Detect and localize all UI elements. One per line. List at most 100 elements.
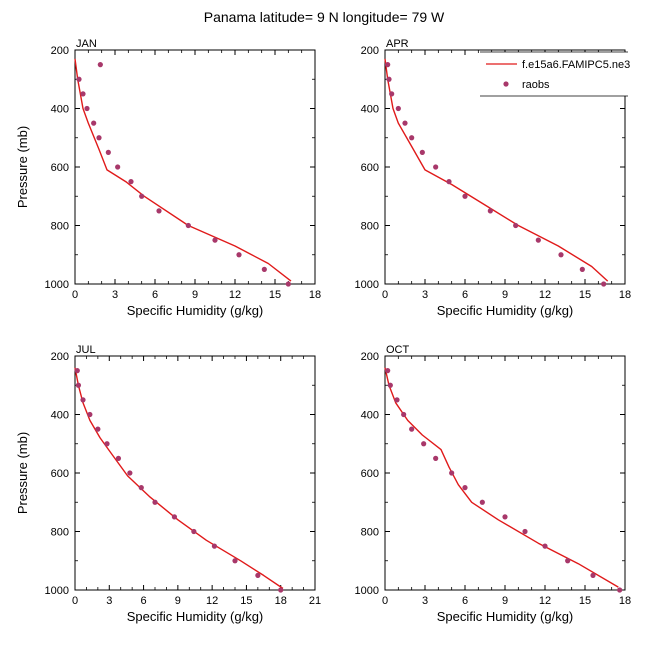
raobs-point	[255, 572, 261, 578]
raobs-point	[513, 222, 519, 229]
raobs-point	[285, 281, 291, 287]
x-tick-label: 6	[152, 289, 158, 301]
x-tick-label: 18	[619, 289, 631, 301]
panel-oct: 0 3 6 9 12 15 18 200 400 600 800 1000 OCT Specific Hu…	[355, 344, 632, 624]
panels: 0 3 6 9 12 15 18 200 400 600 800 1000 JAN Specific Hu…	[15, 38, 631, 624]
raobs-point	[115, 164, 121, 170]
x-tick-label: 3	[422, 595, 428, 607]
y-tick-label: 400	[51, 104, 69, 116]
panel-jul: 0 3 6 9 12 15 18 21 200 400 600 800 1000 JUL Specific …	[15, 344, 321, 624]
panel-label: JAN	[76, 38, 97, 50]
x-axis-title: Specific Humidity (g/kg)	[437, 303, 574, 318]
x-tick-label: 18	[275, 595, 287, 607]
x-tick-label: 12	[229, 289, 241, 301]
x-tick-label: 6	[462, 595, 468, 607]
raobs-point	[152, 499, 158, 505]
raobs-point	[421, 441, 427, 447]
x-tick-label: 9	[175, 595, 181, 607]
x-tick-label: 3	[112, 289, 118, 301]
raobs-point	[387, 382, 393, 388]
raobs-point	[394, 397, 400, 403]
raobs-point	[385, 62, 391, 68]
x-tick-label: 0	[382, 289, 388, 301]
y-axis-title: Pressure (mb)	[15, 126, 30, 208]
raobs-point	[185, 222, 191, 229]
y-tick-label: 600	[361, 162, 379, 174]
y-tick-label: 1000	[355, 279, 379, 291]
raobs-point	[419, 149, 425, 155]
x-tick-label: 3	[422, 289, 428, 301]
figure-title: Panama latitude= 9 N longitude= 79 W	[204, 9, 445, 25]
y-tick-label: 200	[361, 351, 379, 363]
raobs-point	[138, 485, 144, 491]
x-tick-label: 9	[502, 289, 508, 301]
panel-label: OCT	[386, 344, 410, 356]
plot-frame	[384, 355, 626, 591]
x-tick-label: 9	[502, 595, 508, 607]
plot-frame	[74, 49, 316, 285]
x-tick-label: 15	[579, 289, 591, 301]
raobs-point	[261, 266, 267, 272]
raobs-point	[96, 135, 102, 141]
y-tick-label: 200	[361, 45, 379, 57]
raobs-point	[409, 135, 415, 141]
model-series-line	[384, 367, 619, 588]
y-tick-label: 400	[51, 410, 69, 422]
x-tick-label: 18	[309, 289, 321, 301]
raobs-point	[156, 208, 162, 214]
model-series-line	[74, 367, 284, 590]
y-tick-label: 200	[51, 351, 69, 363]
y-tick-label: 800	[361, 527, 379, 539]
legend-model-label: f.e15a6.FAMIPC5.ne3	[522, 59, 630, 71]
x-axis-title: Specific Humidity (g/kg)	[437, 609, 574, 624]
raobs-point	[171, 514, 178, 520]
x-tick-label: 15	[579, 595, 591, 607]
legend-obs-label: raobs	[522, 79, 550, 91]
y-tick-label: 600	[51, 162, 69, 174]
raobs-point	[95, 426, 101, 432]
plot-frame	[74, 355, 316, 591]
y-tick-label: 600	[361, 468, 379, 480]
raobs-point	[385, 368, 391, 374]
raobs-point	[84, 105, 90, 112]
panel-jan: 0 3 6 9 12 15 18 200 400 600 800 1000 JAN Specific Hu…	[15, 38, 321, 318]
raobs-point	[389, 91, 395, 97]
x-tick-label: 3	[106, 595, 112, 607]
x-tick-label: 15	[269, 289, 281, 301]
y-tick-label: 800	[51, 527, 69, 539]
raobs-point	[236, 252, 242, 258]
raobs-point	[535, 237, 541, 243]
raobs-point	[386, 76, 392, 82]
raobs-point	[542, 543, 548, 549]
x-axis-title: Specific Humidity (g/kg)	[127, 609, 264, 624]
raobs-point	[433, 455, 439, 461]
raobs-point	[395, 105, 401, 112]
x-tick-label: 18	[619, 595, 631, 607]
x-axis-title: Specific Humidity (g/kg)	[127, 303, 264, 318]
raobs-point	[128, 179, 134, 185]
raobs-point	[104, 441, 110, 447]
panel-label: APR	[386, 38, 409, 50]
raobs-point	[502, 514, 508, 520]
raobs-point	[97, 62, 103, 68]
x-tick-label: 15	[240, 595, 252, 607]
legend-obs-marker	[503, 81, 509, 87]
raobs-point	[127, 470, 133, 476]
raobs-point	[590, 572, 596, 578]
x-tick-label: 6	[462, 289, 468, 301]
y-tick-label: 1000	[355, 585, 379, 597]
raobs-point	[565, 558, 571, 564]
raobs-point	[433, 164, 439, 170]
legend: f.e15a6.FAMIPC5.ne3 raobs	[480, 51, 630, 97]
x-tick-label: 12	[539, 289, 551, 301]
raobs-point	[579, 266, 585, 272]
y-tick-label: 600	[51, 468, 69, 480]
raobs-point	[462, 193, 468, 199]
x-tick-label: 0	[72, 289, 78, 301]
raobs-point	[80, 91, 86, 97]
panel-label: JUL	[76, 344, 96, 356]
legend-box	[480, 52, 628, 96]
y-tick-label: 1000	[45, 585, 69, 597]
raobs-point	[479, 499, 485, 505]
x-tick-label: 21	[309, 595, 321, 607]
